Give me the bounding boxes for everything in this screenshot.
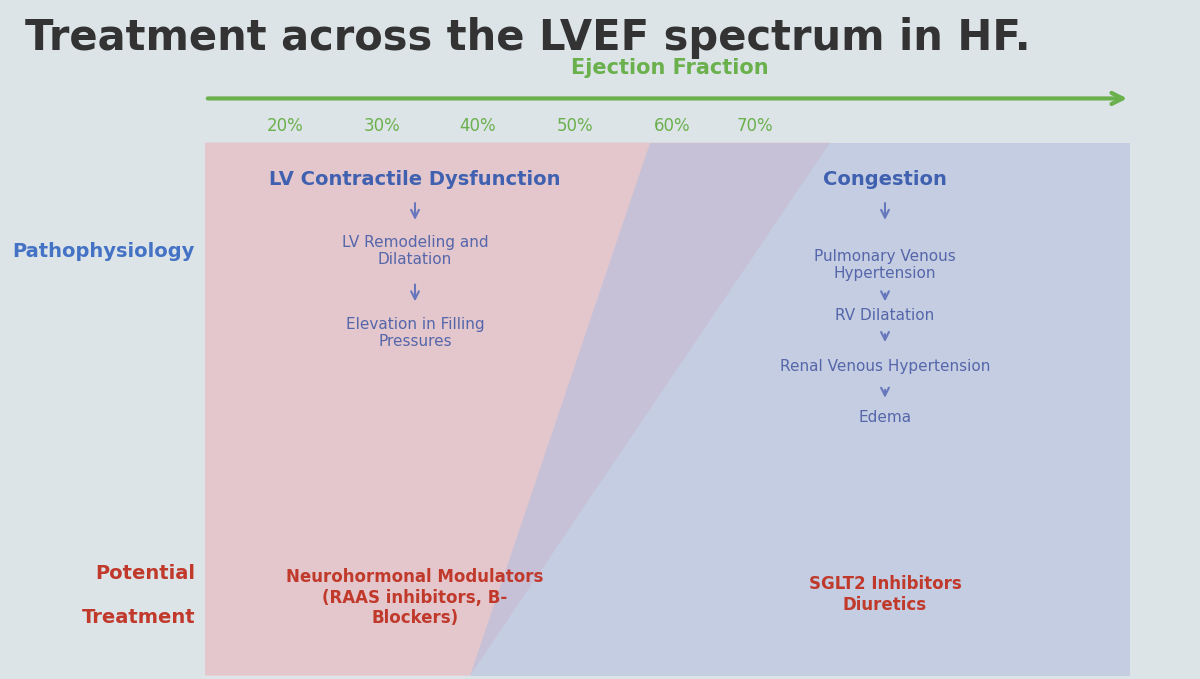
Text: Pulmonary Venous
Hypertension: Pulmonary Venous Hypertension (814, 249, 956, 281)
Text: Pathophysiology: Pathophysiology (13, 242, 194, 261)
Text: 20%: 20% (266, 117, 304, 134)
Text: Edema: Edema (858, 410, 912, 425)
Text: Treatment across the LVEF spectrum in HF.: Treatment across the LVEF spectrum in HF… (25, 17, 1031, 59)
Text: LV Contractile Dysfunction: LV Contractile Dysfunction (269, 170, 560, 189)
Text: Renal Venous Hypertension: Renal Venous Hypertension (780, 359, 990, 374)
Text: LV Remodeling and
Dilatation: LV Remodeling and Dilatation (342, 235, 488, 268)
Text: Potential: Potential (95, 564, 194, 583)
Text: Ejection Fraction: Ejection Fraction (571, 58, 769, 78)
Text: Congestion: Congestion (823, 170, 947, 189)
Text: Neurohormonal Modulators
(RAAS inhibitors, B-
Blockers): Neurohormonal Modulators (RAAS inhibitor… (287, 568, 544, 627)
Text: 50%: 50% (557, 117, 593, 134)
Text: 40%: 40% (460, 117, 497, 134)
Text: Treatment: Treatment (82, 608, 194, 627)
Text: 30%: 30% (364, 117, 401, 134)
Text: SGLT2 Inhibitors
Diuretics: SGLT2 Inhibitors Diuretics (809, 574, 961, 614)
Text: RV Dilatation: RV Dilatation (835, 308, 935, 323)
Text: Elevation in Filling
Pressures: Elevation in Filling Pressures (346, 316, 485, 349)
Polygon shape (470, 143, 1130, 676)
Polygon shape (205, 143, 830, 676)
Text: 70%: 70% (737, 117, 773, 134)
Text: 60%: 60% (654, 117, 690, 134)
